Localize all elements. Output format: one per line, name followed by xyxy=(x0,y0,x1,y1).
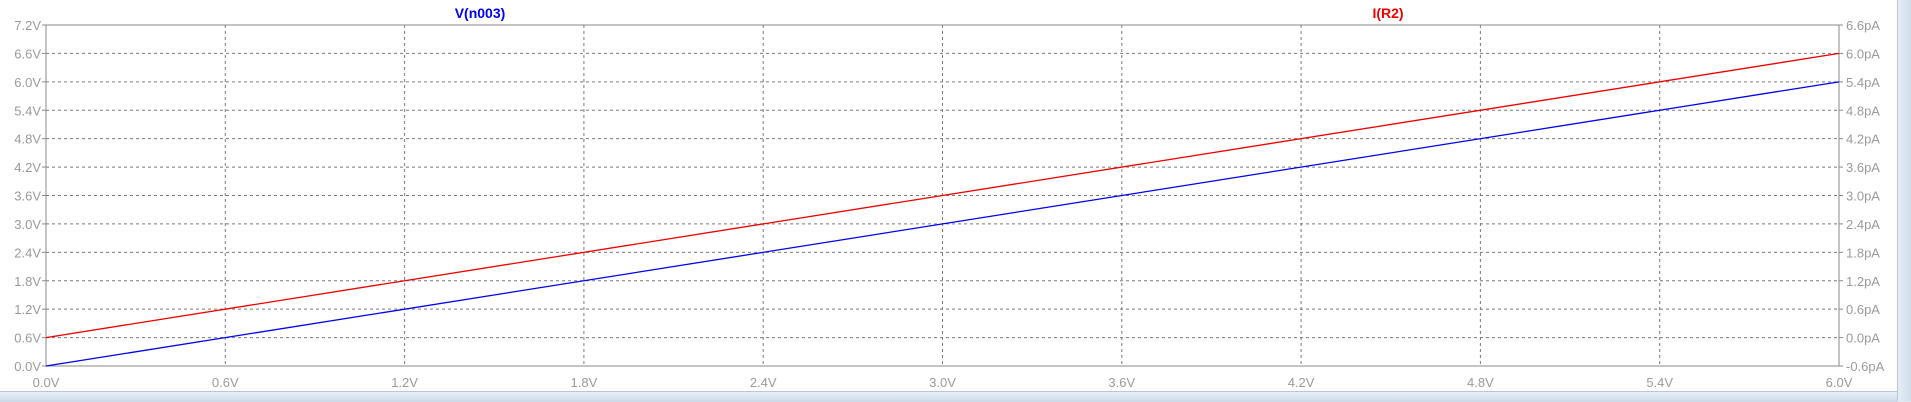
y-left-tick-label: 7.2V xyxy=(14,18,41,33)
traces[interactable] xyxy=(45,52,1840,367)
y-right-tick-label: 4.8pA xyxy=(1846,103,1880,118)
x-tick-label: 1.8V xyxy=(571,375,598,390)
trace-titles: V(n003) I(R2) xyxy=(455,5,1404,21)
y-right-tick-label: 1.2pA xyxy=(1846,274,1880,289)
y-right-tick-label: 5.4pA xyxy=(1846,75,1880,90)
y-right-tick-label: 3.0pA xyxy=(1846,189,1880,204)
trace-line-v-n003-[interactable] xyxy=(45,81,1840,367)
x-tick-label: 4.8V xyxy=(1467,375,1494,390)
y-left-tick-label: 0.0V xyxy=(14,359,41,374)
y-left-tick-label: 4.8V xyxy=(14,132,41,147)
x-tick-label: 5.4V xyxy=(1646,375,1673,390)
y-right-tick-label: 0.0pA xyxy=(1846,331,1880,346)
x-tick-label: 2.4V xyxy=(750,375,777,390)
x-tick-label: 4.2V xyxy=(1288,375,1315,390)
y-left-tick-label: 4.2V xyxy=(14,160,41,175)
y-left-tick-label: 5.4V xyxy=(14,103,41,118)
y-right-tick-label: 2.4pA xyxy=(1846,217,1880,232)
x-tick-label: 3.0V xyxy=(929,375,956,390)
x-tick-label: 3.6V xyxy=(1108,375,1135,390)
y-left-tick-label: 0.6V xyxy=(14,331,41,346)
y-left-tick-label: 3.6V xyxy=(14,189,41,204)
x-tick-label: 6.0V xyxy=(1826,375,1853,390)
y-right-tick-label: 0.6pA xyxy=(1846,302,1880,317)
y-left-tick-label: 6.0V xyxy=(14,75,41,90)
trace-title-v-n003-[interactable]: V(n003) xyxy=(455,5,506,21)
x-tick-label: 1.2V xyxy=(391,375,418,390)
y-right-tick-label: 1.8pA xyxy=(1846,245,1880,260)
y-left-tick-label: 6.6V xyxy=(14,46,41,61)
bottom-edge-strip xyxy=(0,391,1897,402)
y-right-tick-label: 6.0pA xyxy=(1846,46,1880,61)
y-right-tick-label: -0.6pA xyxy=(1846,359,1885,374)
x-tick-label: 0.6V xyxy=(212,375,239,390)
y-right-tick-label: 3.6pA xyxy=(1846,160,1880,175)
waveform-plot[interactable]: 0.0V 0.6V 1.2V 1.8V 2.4V 3.0V 3.6V 4.2V 4.8V 5.4V… xyxy=(0,0,1897,391)
y-left-tick-label: 1.2V xyxy=(14,302,41,317)
y-left-tick-label: 3.0V xyxy=(14,217,41,232)
trace-title-i-r2-[interactable]: I(R2) xyxy=(1372,5,1403,21)
y-left-tick-label: 2.4V xyxy=(14,245,41,260)
trace-line-i-r2-[interactable] xyxy=(45,52,1840,339)
right-edge-scrollbar[interactable] xyxy=(1897,0,1911,401)
tick-labels: 0.0V 0.6V 1.2V 1.8V 2.4V 3.0V 3.6V 4.2V 4.8V 5.4V… xyxy=(14,18,1884,390)
y-right-tick-label: 4.2pA xyxy=(1846,132,1880,147)
y-left-tick-label: 1.8V xyxy=(14,274,41,289)
y-right-tick-label: 6.6pA xyxy=(1846,18,1880,33)
x-tick-label: 0.0V xyxy=(33,375,60,390)
